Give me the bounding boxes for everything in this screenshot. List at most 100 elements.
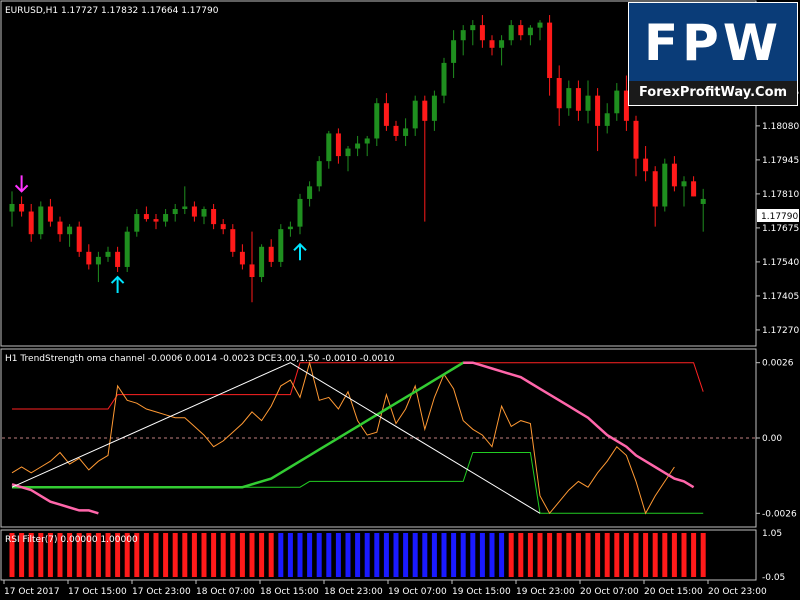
price-pane-frame [0, 0, 757, 347]
rsi-bar [345, 533, 351, 577]
current-price-label: 1.17790 [761, 212, 798, 222]
time-tick-label: 18 Oct 23:00 [324, 587, 383, 597]
candle-body [489, 40, 495, 48]
candle-body [191, 206, 197, 217]
rsi-bar [95, 533, 101, 577]
candle-body [412, 100, 418, 129]
candle-body [614, 90, 620, 114]
candle-body [9, 203, 15, 212]
rsi-bar [547, 533, 553, 577]
candle-body [374, 103, 380, 139]
time-tick-label: 18 Oct 15:00 [260, 587, 319, 597]
rsi-bar [691, 533, 697, 577]
candle-body [604, 113, 610, 126]
rsi-bar [671, 533, 677, 577]
trend-tick-label: 0.00 [762, 434, 782, 444]
rsi-bar [556, 533, 562, 577]
candle-body [316, 161, 322, 187]
candles [9, 15, 706, 303]
series-pink_left [11, 483, 99, 515]
candle-body [595, 95, 601, 126]
time-tick-label: 20 Oct 23:00 [708, 587, 767, 597]
candle-body [691, 181, 697, 197]
candle-body [287, 226, 293, 230]
candle-body [547, 22, 553, 79]
price-tick-label: 1.17675 [762, 224, 799, 234]
candle-body [249, 264, 255, 278]
rsi-bar [57, 533, 63, 577]
rsi-bar [537, 533, 543, 577]
candle-body [230, 229, 236, 252]
candle-body [518, 25, 524, 36]
price-pane-header: EURUSD,H1 1.17727 1.17832 1.17664 1.1779… [5, 6, 219, 16]
candle-body [633, 120, 639, 159]
candle-body [643, 158, 649, 172]
rsi-bar [508, 533, 514, 577]
time-tick-label: 18 Oct 07:00 [196, 587, 255, 597]
candle-body [182, 206, 188, 210]
rsi-bar [451, 533, 457, 577]
time-tick-label: 20 Oct 07:00 [580, 587, 639, 597]
series-upper_channel [12, 362, 704, 410]
trend-pane-frame [0, 348, 757, 528]
time-tick-label: 19 Oct 23:00 [516, 587, 575, 597]
rsi-bar [681, 533, 687, 577]
rsi-bar [191, 533, 197, 577]
candle-body [585, 95, 591, 111]
rsi-bar [67, 533, 73, 577]
rsi-bar [470, 533, 476, 577]
candle-body [575, 88, 581, 111]
candle-body [355, 143, 361, 149]
candle-body [259, 246, 265, 278]
candle-body [460, 30, 466, 41]
series-oma_pink [463, 361, 695, 489]
time-tick-label: 17 Oct 23:00 [132, 587, 191, 597]
logo-text: FPW [644, 14, 782, 72]
time-tick-label: 17 Oct 15:00 [68, 587, 127, 597]
candle-body [105, 251, 111, 257]
rsi-bar [182, 533, 188, 577]
series-trend_strength [11, 360, 675, 515]
candle-body [479, 25, 485, 41]
candle-body [268, 246, 274, 262]
price-tick-label: 1.17810 [762, 190, 799, 200]
rsi-bar [412, 533, 418, 577]
rsi-bar [575, 533, 581, 577]
candle-body [201, 209, 207, 217]
rsi-bar [38, 533, 44, 577]
rsi-axis: 1.05 -0.05 [762, 529, 785, 583]
candle-body [124, 231, 130, 267]
time-tick-label: 19 Oct 07:00 [388, 587, 447, 597]
rsi-tick-label: -0.05 [762, 573, 785, 583]
candle-body [652, 171, 658, 207]
rsi-bar [662, 533, 668, 577]
candle-body [220, 224, 226, 230]
rsi-tick-label: 1.05 [762, 529, 782, 539]
candle-body [19, 203, 25, 212]
rsi-bar [393, 533, 399, 577]
rsi-bar [201, 533, 207, 577]
rsi-bar [86, 533, 92, 577]
zigzag-line [11, 362, 541, 514]
rsi-bar [239, 533, 245, 577]
series-lower_channel [12, 452, 704, 514]
rsi-bar [460, 533, 466, 577]
rsi-bar [643, 533, 649, 577]
rsi-bar [652, 533, 658, 577]
rsi-bar [364, 533, 370, 577]
rsi-bar [489, 533, 495, 577]
rsi-bar [76, 533, 82, 577]
rsi-bar [479, 533, 485, 577]
time-axis: 17 Oct 2017 17 Oct 15:00 17 Oct 23:00 18 Oc… [3, 580, 767, 597]
candle-body [527, 27, 533, 36]
series-oma_green [12, 361, 473, 489]
rsi-bar [163, 533, 169, 577]
candle-body [307, 186, 313, 199]
logo-url: ForexProfitWay.Com [629, 81, 797, 105]
candle-body [422, 100, 428, 121]
rsi-bar [134, 533, 140, 577]
candle-body [278, 229, 284, 262]
price-tick-label: 1.17540 [762, 258, 799, 268]
rsi-bar [259, 533, 265, 577]
rsi-bar [19, 533, 25, 577]
